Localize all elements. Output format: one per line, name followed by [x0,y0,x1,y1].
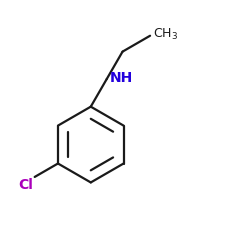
Text: Cl: Cl [18,178,34,192]
Text: CH$_3$: CH$_3$ [152,27,178,42]
Text: NH: NH [110,71,133,85]
